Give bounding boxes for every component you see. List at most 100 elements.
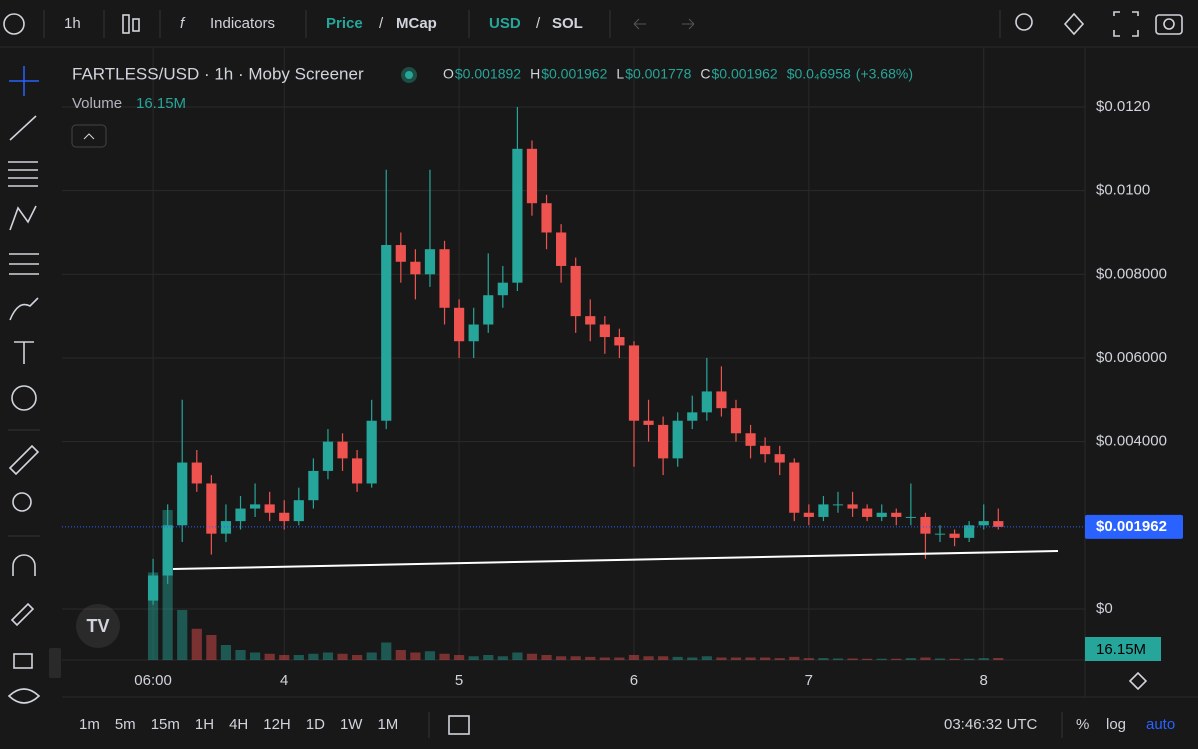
volume-bar [832, 658, 844, 660]
fib-tool[interactable] [8, 161, 38, 187]
prediction-tool[interactable] [9, 253, 39, 275]
alert-icon[interactable] [1015, 13, 1033, 31]
add-symbol-icon[interactable] [3, 13, 25, 35]
candle-body [468, 324, 479, 342]
range-button[interactable]: 1m [79, 716, 100, 733]
measure-tool[interactable] [8, 444, 40, 476]
redo-icon[interactable] [682, 18, 695, 30]
range-button[interactable]: 1W [340, 716, 363, 733]
range-button[interactable]: 1D [306, 716, 325, 733]
candle-body [760, 445, 771, 455]
candle-body [220, 521, 232, 534]
range-button[interactable]: 12H [263, 716, 291, 733]
lock-draw-tool[interactable] [10, 602, 35, 627]
lock-tool[interactable] [13, 653, 33, 669]
indicators-icon[interactable]: f [180, 15, 186, 32]
collapse-legend[interactable] [71, 124, 107, 148]
clock: 03:46:32 UTC [944, 716, 1038, 733]
last-price-label: $0.001962 [1096, 518, 1167, 535]
volume-bar [905, 658, 916, 660]
candle-body [789, 462, 800, 513]
emoji-tool[interactable] [11, 385, 37, 411]
ohlc-key: L [616, 66, 624, 82]
volume-bar [628, 655, 640, 660]
candle-body [978, 521, 989, 526]
indicators[interactable]: Indicators [210, 15, 275, 32]
sol-toggle[interactable]: SOL [552, 15, 583, 32]
axis-settings[interactable] [1128, 671, 1148, 691]
volume-bar [701, 656, 712, 660]
tv-logo[interactable] [76, 604, 120, 648]
volume-bar [774, 658, 785, 660]
magnet-tool[interactable] [12, 554, 36, 576]
zoom-tool[interactable] [12, 492, 32, 512]
candle-body [570, 265, 581, 317]
candle-body [439, 249, 450, 308]
crosshair-tool[interactable] [9, 66, 39, 96]
tv-logo-text: TV [86, 616, 109, 636]
candle-body [818, 504, 829, 517]
date-range-icon[interactable] [448, 715, 470, 735]
volume-bar [730, 657, 742, 660]
brush-tool[interactable] [9, 297, 39, 321]
candle-body [716, 391, 727, 409]
bottom-bar: 03:46:32 UTC % log auto 1m 5m 15m 1H 4H 12H 1D… [79, 712, 1175, 738]
volume-bar [410, 652, 421, 660]
y-tick-label: $0.008000 [1096, 265, 1167, 282]
percent-toggle[interactable]: % [1076, 716, 1089, 733]
screenshot-icon[interactable] [1155, 14, 1183, 35]
settings-icon[interactable] [1063, 12, 1085, 36]
drawn-trend-line[interactable] [172, 550, 1059, 570]
interval[interactable]: 1h [64, 15, 81, 32]
volume-bar [876, 658, 887, 660]
candle-body [424, 249, 436, 275]
volume-bar [964, 658, 975, 660]
candle-body [803, 512, 814, 517]
fullscreen-icon[interactable] [1113, 11, 1139, 37]
volume-bar [920, 657, 931, 660]
range-button[interactable]: 1M [377, 716, 398, 733]
candle-body [949, 533, 960, 538]
trend-line-tool[interactable] [9, 115, 37, 141]
log-toggle[interactable]: log [1106, 716, 1126, 733]
volume-bar [162, 510, 173, 660]
range-button[interactable]: 5m [115, 716, 136, 733]
range-button[interactable]: 1H [195, 716, 214, 733]
volume-bar [147, 572, 159, 660]
mcap-toggle[interactable]: MCap [396, 15, 437, 32]
y-tick-label: $0.006000 [1096, 349, 1167, 366]
candle-body [774, 454, 785, 463]
volume-bar [322, 652, 334, 660]
candle-body [454, 307, 465, 342]
chart-type-icon[interactable] [122, 14, 130, 34]
range-button[interactable]: 4H [229, 716, 248, 733]
candle-body [614, 337, 625, 346]
candle-body [512, 148, 523, 283]
volume-bar [264, 653, 275, 660]
ohlc-key: C [700, 66, 710, 82]
volume-bar [512, 652, 523, 660]
candle-body [891, 512, 902, 517]
volume-bar [891, 658, 902, 660]
candle-body [526, 148, 538, 204]
undo-icon[interactable] [633, 18, 646, 30]
change-percent: (+3.68%) [856, 66, 913, 82]
candle-body [964, 525, 975, 538]
y-tick-label: $0.0100 [1096, 182, 1150, 199]
collapse-button[interactable] [49, 648, 61, 678]
usd-toggle[interactable]: USD [489, 15, 521, 32]
range-button[interactable]: 15m [151, 716, 180, 733]
volume-bar [424, 651, 436, 660]
pattern-tool[interactable] [9, 205, 37, 231]
candle-body [483, 295, 494, 325]
auto-toggle[interactable]: auto [1146, 716, 1175, 733]
chart-title: FARTLESS/USD · 1h · Moby Screener [72, 64, 364, 83]
ohlc-value: $0.001962 [712, 66, 778, 82]
hide-tool[interactable] [7, 688, 41, 704]
volume-bar [439, 653, 450, 660]
candle-body [701, 391, 712, 413]
price-toggle[interactable]: Price [326, 15, 363, 32]
volume-bar [789, 656, 800, 660]
text-tool[interactable] [14, 341, 34, 364]
